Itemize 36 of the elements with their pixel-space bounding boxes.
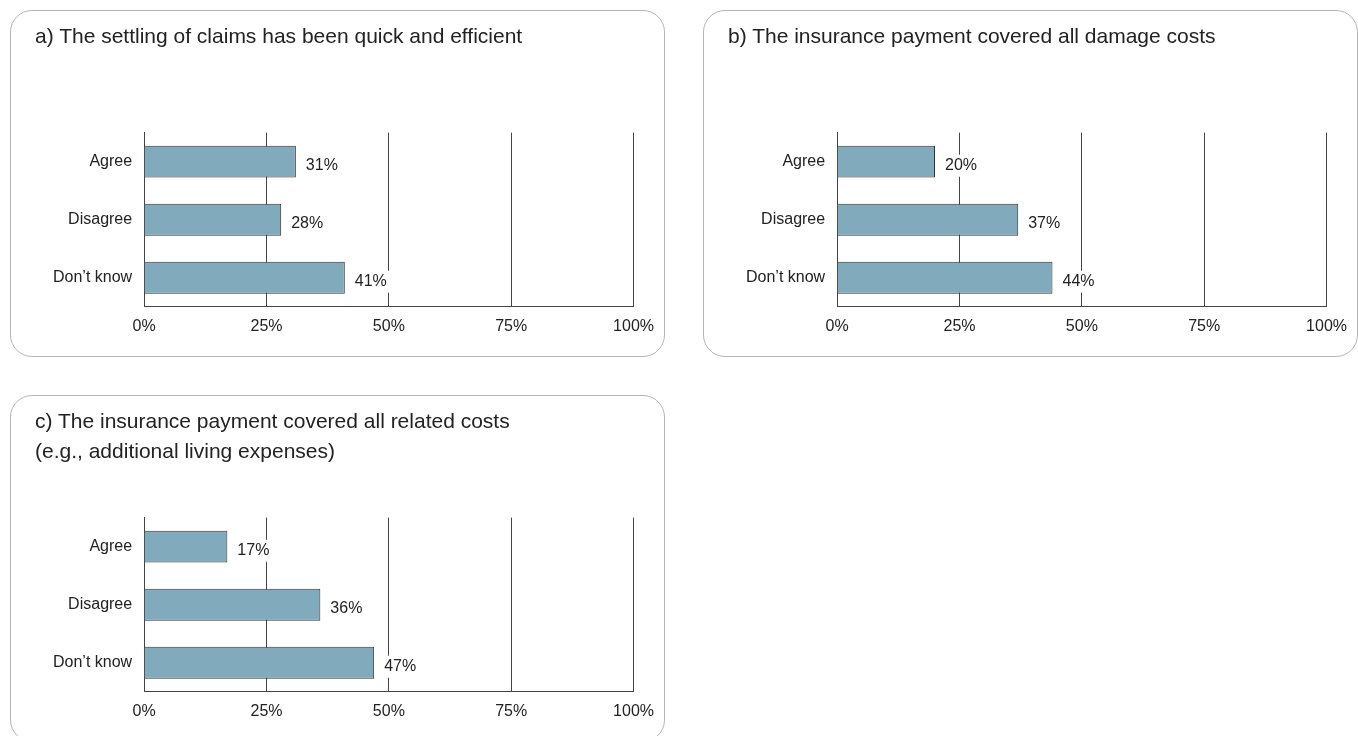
x-tick-label: 100% (613, 316, 654, 334)
y-tick-label: Disagree (68, 210, 133, 228)
data-label: 41% (354, 272, 387, 290)
x-tick-label: 0% (132, 316, 156, 334)
x-tick-label: 0% (825, 316, 849, 334)
x-tick-label: 25% (943, 316, 976, 334)
y-tick-label: Agree (782, 152, 826, 170)
x-tick-label: 25% (250, 701, 283, 719)
y-tick-label: Agree (89, 152, 133, 170)
x-tick-label: 75% (1188, 316, 1221, 334)
x-tick-label: 50% (372, 701, 405, 719)
y-tick-label: Disagree (68, 595, 133, 613)
data-label: 28% (291, 214, 324, 232)
y-tick-label: Don’t know (52, 268, 133, 286)
chart-title: c) The insurance payment covered all related costs (e.g., additional living expenses) (35, 408, 510, 464)
y-tick-label: Agree (89, 537, 133, 555)
x-tick-label: 50% (372, 316, 405, 334)
data-label: 44% (1062, 272, 1095, 290)
data-label: 36% (330, 599, 363, 617)
data-label: 17% (237, 541, 270, 559)
data-label: 47% (384, 657, 417, 675)
x-tick-label: 75% (495, 316, 528, 334)
x-tick-label: 0% (132, 701, 156, 719)
x-tick-label: 100% (613, 701, 654, 719)
x-tick-label: 75% (495, 701, 528, 719)
chart-title: b) The insurance payment covered all damage costs (728, 23, 1216, 49)
y-tick-label: Don’t know (52, 653, 133, 671)
data-label: 20% (945, 156, 978, 174)
y-tick-label: Don’t know (745, 268, 826, 286)
x-tick-label: 50% (1065, 316, 1098, 334)
x-tick-label: 25% (250, 316, 283, 334)
y-tick-label: Disagree (761, 210, 826, 228)
x-tick-label: 100% (1306, 316, 1347, 334)
data-label: 37% (1028, 214, 1061, 232)
data-label: 31% (305, 156, 338, 174)
chart-title: a) The settling of claims has been quick and efficient (35, 23, 523, 49)
